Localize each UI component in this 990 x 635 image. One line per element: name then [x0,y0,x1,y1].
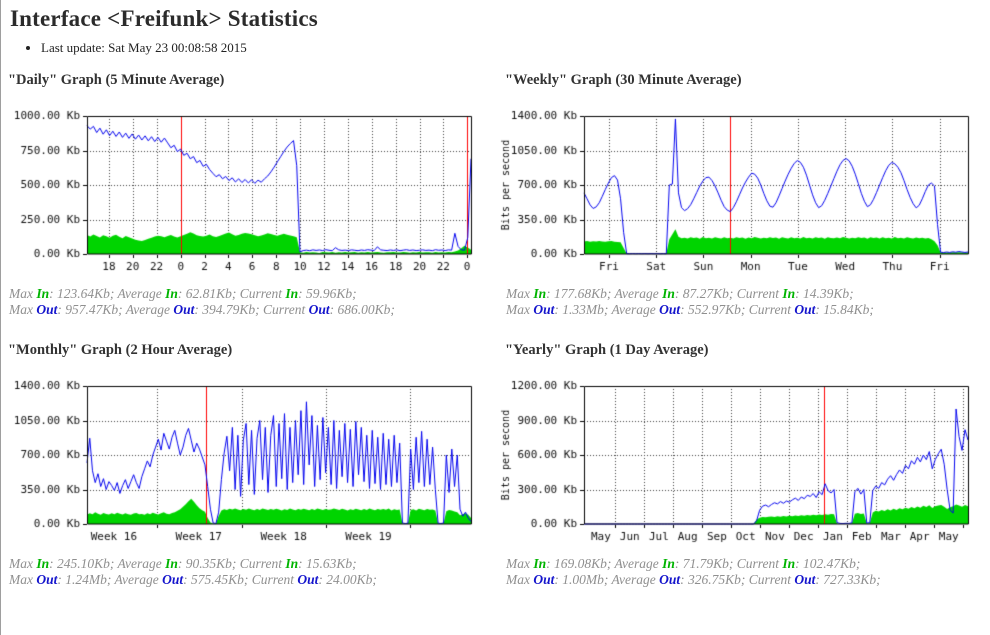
chart-yearly: "Yearly" Graph (1 Day Average) Max In: 1… [498,342,990,588]
out-keyword: Out [162,572,184,587]
weekly-stats-in: Max In: 177.68Kb; Average In: 87.27Kb; C… [506,286,854,301]
monthly-stats-out: Max Out: 1.24Mb; Average Out: 575.45Kb; … [9,572,377,587]
out-keyword: Out [659,572,681,587]
in-keyword: In [36,556,50,571]
in-keyword: In [533,556,547,571]
yearly-stats-in: Max In: 169.08Kb; Average In: 71.79Kb; C… [506,556,861,571]
out-keyword: Out [297,572,319,587]
daily-stats-in: Max In: 123.64Kb; Average In: 62.81Kb; C… [9,286,357,301]
in-keyword: In [165,556,178,571]
in-keyword: In [782,286,796,301]
weekly-graph-title: "Weekly" Graph (30 Minute Average) [505,72,742,88]
in-keyword: In [36,286,50,301]
monthly-graph-title: "Monthly" Graph (2 Hour Average) [8,342,233,358]
out-keyword: Out [794,572,816,587]
chart-monthly: "Monthly" Graph (2 Hour Average) Max In:… [1,342,498,588]
chart-weekly: "Weekly" Graph (30 Minute Average) Max I… [498,72,990,318]
monthly-graph-image [1,374,491,546]
chart-daily: "Daily" Graph (5 Minute Average) Max In:… [1,72,498,318]
in-keyword: In [285,556,299,571]
out-keyword: Out [533,572,555,587]
weekly-graph-image [498,104,988,276]
monthly-stats: Max In: 245.10Kb; Average In: 90.35Kb; C… [9,556,498,588]
out-keyword: Out [308,302,330,317]
in-keyword: In [285,286,299,301]
charts-grid: "Daily" Graph (5 Minute Average) Max In:… [1,72,990,588]
out-keyword: Out [794,302,816,317]
in-keyword: In [533,286,547,301]
in-keyword: In [165,286,178,301]
out-keyword: Out [173,302,195,317]
in-keyword: In [662,556,675,571]
out-keyword: Out [36,572,58,587]
daily-graph-image [1,104,491,276]
out-keyword: Out [533,302,555,317]
daily-graph-title: "Daily" Graph (5 Minute Average) [8,72,225,88]
out-keyword: Out [659,302,681,317]
weekly-stats-out: Max Out: 1.33Mb; Average Out: 552.97Kb; … [506,302,874,317]
daily-stats-out: Max Out: 957.47Kb; Average Out: 394.79Kb… [9,302,395,317]
daily-stats: Max In: 123.64Kb; Average In: 62.81Kb; C… [9,286,498,318]
page-title: Interface <Freifunk> Statistics [10,6,318,31]
out-keyword: Out [36,302,58,317]
yearly-stats: Max In: 169.08Kb; Average In: 71.79Kb; C… [506,556,990,588]
monthly-stats-in: Max In: 245.10Kb; Average In: 90.35Kb; C… [9,556,357,571]
yearly-graph-title: "Yearly" Graph (1 Day Average) [505,342,709,358]
update-list: Last update: Sat May 23 00:08:58 2015 [1,40,990,56]
yearly-graph-image [498,374,988,546]
mrtg-stats-page: Interface <Freifunk> Statistics Last upd… [1,0,990,588]
yearly-stats-out: Max Out: 1.00Mb; Average Out: 326.75Kb; … [506,572,881,587]
weekly-stats: Max In: 177.68Kb; Average In: 87.27Kb; C… [506,286,990,318]
last-update-text: Last update: Sat May 23 00:08:58 2015 [41,40,990,56]
in-keyword: In [782,556,796,571]
in-keyword: In [662,286,675,301]
